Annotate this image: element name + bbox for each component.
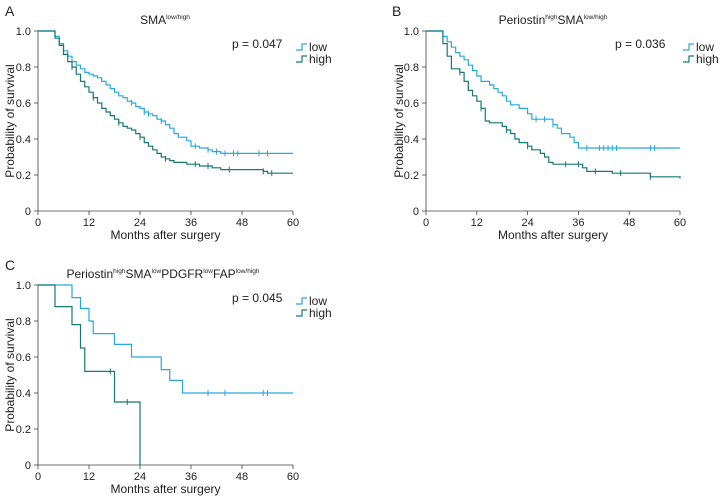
x-tick-label: 24 [134, 471, 146, 483]
km-curve-high [426, 30, 681, 179]
km-curve-low [38, 284, 293, 394]
y-tick-label: 0.4 [404, 134, 419, 146]
title-text: SMA [125, 267, 151, 281]
legend-swatch-low [296, 297, 307, 305]
km-curve-high [38, 284, 141, 465]
km-panel-c: CPeriostinhighSMAlowPDGFRlowFAPlow/high0… [3, 257, 332, 496]
legend-label-low: low [309, 40, 327, 54]
x-tick-label: 48 [236, 217, 248, 229]
title-superscript: low [203, 268, 213, 275]
p-value-label: p = 0.047 [232, 37, 283, 51]
y-axis-label: Probability of survival [3, 64, 17, 177]
legend-swatch-high [296, 55, 307, 63]
panel-letter: C [5, 257, 15, 273]
x-tick-label: 0 [423, 217, 429, 229]
title-text: SMA [140, 13, 166, 27]
km-curve-low [426, 30, 680, 149]
y-axis-label: Probability of survival [392, 64, 406, 177]
title-text: Periostin [499, 13, 546, 27]
title-text: PDGFR [161, 267, 203, 281]
legend-label-high: high [309, 52, 332, 66]
y-tick-label: 0.6 [404, 98, 419, 110]
title-text: FAP [213, 267, 236, 281]
x-tick-label: 0 [35, 217, 41, 229]
legend-swatch-low [296, 43, 307, 51]
x-tick-label: 48 [623, 217, 635, 229]
km-curve-low [38, 30, 293, 154]
x-tick-label: 36 [185, 471, 197, 483]
chart-title: PeriostinhighSMAlow/high [499, 13, 608, 27]
legend-swatch-low [683, 43, 694, 51]
legend-swatch-high [296, 309, 307, 317]
title-superscript: high [545, 14, 558, 21]
title-superscript: low/high [166, 14, 190, 21]
title-text: Periostin [66, 267, 113, 281]
y-tick-label: 0 [25, 460, 31, 472]
legend-label-low: low [696, 40, 714, 54]
p-value-label: p = 0.045 [232, 291, 283, 305]
title-superscript: low/high [584, 14, 608, 21]
x-axis-label: Months after surgery [110, 482, 220, 496]
y-tick-label: 0.4 [16, 388, 31, 400]
y-tick-label: 0.8 [16, 316, 31, 328]
y-tick-label: 0 [413, 206, 419, 218]
panel-letter: B [392, 3, 401, 19]
y-tick-label: 0.2 [16, 424, 31, 436]
x-tick-label: 36 [185, 217, 197, 229]
x-tick-label: 60 [287, 471, 299, 483]
y-tick-label: 0.2 [16, 170, 31, 182]
y-tick-label: 1.0 [16, 26, 31, 38]
x-tick-label: 12 [83, 471, 95, 483]
x-axis-label: Months after surgery [498, 228, 608, 242]
p-value-label: p = 0.036 [615, 37, 666, 51]
km-panel-a: A SMAlow/high 0 12 24 36 48 60 0 0.2 0.4 0.6 0.8 1.0 M… [3, 3, 332, 242]
chart-title: PeriostinhighSMAlowPDGFRlowFAPlow/high [66, 267, 259, 281]
x-tick-label: 24 [521, 217, 533, 229]
panel-letter: A [5, 3, 15, 19]
legend-label-high: high [309, 306, 332, 320]
title-superscript: high [113, 268, 126, 275]
legend-label-high: high [696, 52, 719, 66]
y-axis-label: Probability of survival [3, 318, 17, 431]
km-curve-high [38, 30, 293, 174]
y-tick-label: 0.2 [404, 170, 419, 182]
y-tick-label: 0.6 [16, 98, 31, 110]
y-tick-label: 0.8 [16, 62, 31, 74]
chart-title: SMAlow/high [140, 13, 190, 27]
y-tick-label: 0 [25, 206, 31, 218]
y-tick-label: 0.8 [404, 62, 419, 74]
y-tick-label: 0.6 [16, 352, 31, 364]
x-tick-label: 24 [134, 217, 146, 229]
legend-swatch-high [683, 55, 694, 63]
x-tick-label: 0 [35, 471, 41, 483]
x-tick-label: 12 [471, 217, 483, 229]
x-tick-label: 60 [674, 217, 686, 229]
x-tick-label: 60 [287, 217, 299, 229]
title-text: SMA [558, 13, 584, 27]
y-tick-label: 1.0 [16, 280, 31, 292]
y-tick-label: 1.0 [404, 26, 419, 38]
title-superscript: low [151, 268, 161, 275]
x-tick-label: 36 [572, 217, 584, 229]
x-tick-label: 12 [83, 217, 95, 229]
y-tick-label: 0.4 [16, 134, 31, 146]
title-superscript: low/high [236, 268, 260, 275]
x-tick-label: 48 [236, 471, 248, 483]
x-axis-label: Months after surgery [110, 228, 220, 242]
legend-label-low: low [309, 294, 327, 308]
